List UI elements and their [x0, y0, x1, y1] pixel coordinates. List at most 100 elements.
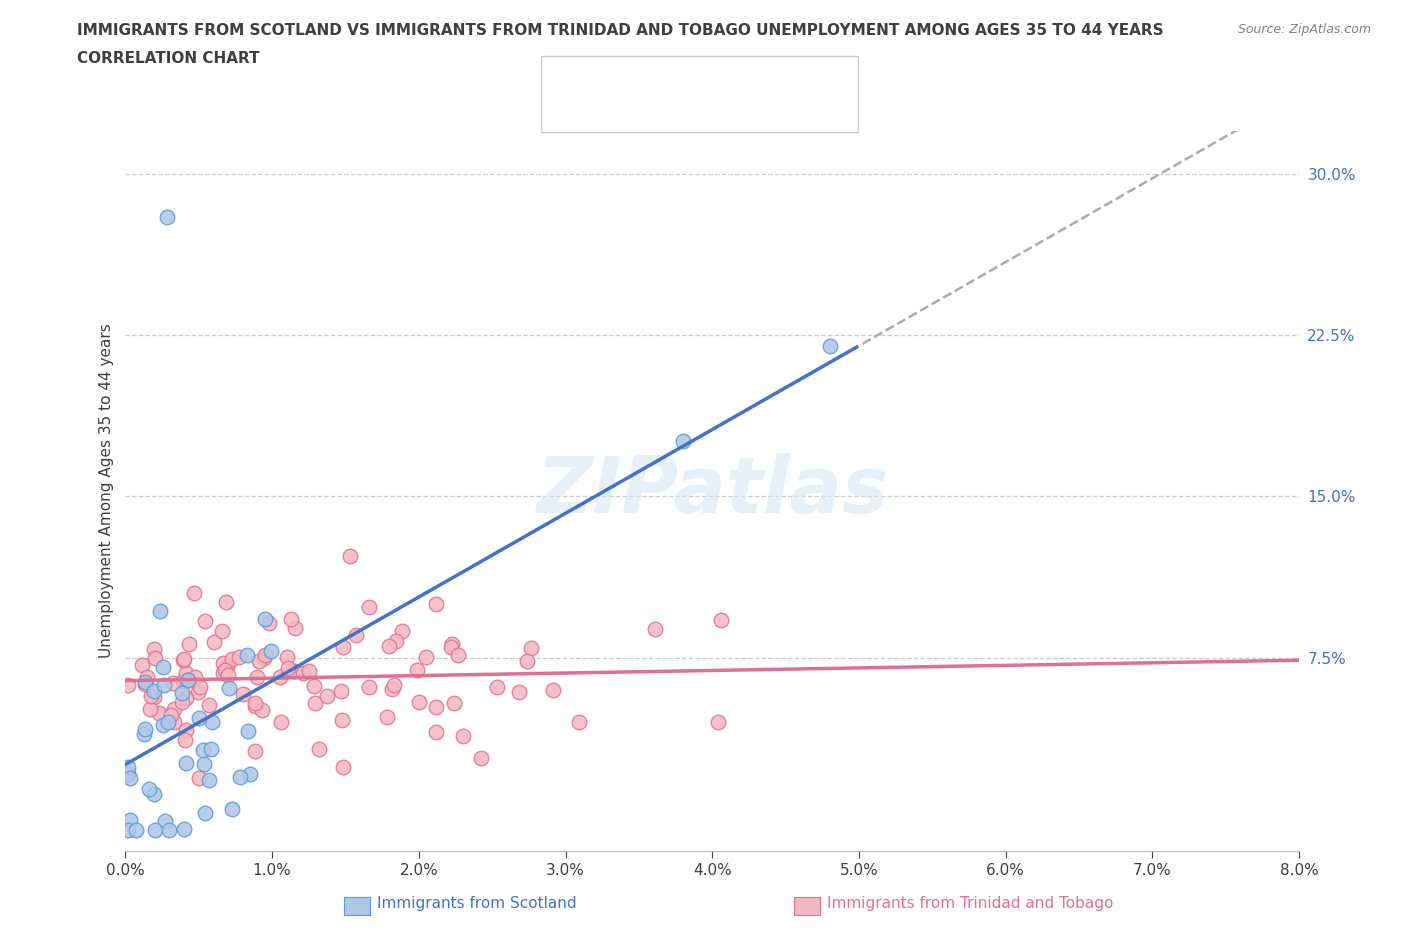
Point	[520, 641, 543, 656]
Point	[159, 708, 181, 723]
Point	[451, 728, 474, 743]
Text: ZIPatlas: ZIPatlas	[536, 453, 889, 529]
Point	[239, 767, 262, 782]
Point	[644, 621, 666, 636]
Point	[298, 663, 321, 678]
Point	[485, 679, 508, 694]
Point	[217, 668, 239, 683]
Point	[253, 612, 276, 627]
Point	[243, 696, 266, 711]
Point	[148, 706, 170, 721]
Point	[162, 675, 184, 690]
Point	[177, 636, 200, 651]
Point	[236, 724, 259, 738]
Point	[707, 714, 730, 729]
Point	[163, 714, 186, 729]
Point	[447, 647, 470, 662]
Point	[142, 684, 165, 698]
Point	[221, 802, 243, 817]
Point	[202, 635, 225, 650]
Point	[415, 649, 437, 664]
Point	[173, 822, 195, 837]
Point	[194, 614, 217, 629]
Point	[194, 805, 217, 820]
Point	[270, 714, 292, 729]
Point	[257, 616, 280, 631]
Point	[173, 651, 195, 666]
Point	[201, 715, 224, 730]
Point	[228, 650, 250, 665]
Text: IMMIGRANTS FROM SCOTLAND VS IMMIGRANTS FROM TRINIDAD AND TOBAGO UNEMPLOYMENT AMO: IMMIGRANTS FROM SCOTLAND VS IMMIGRANTS F…	[77, 23, 1164, 38]
Point	[191, 743, 214, 758]
Text: Source: ZipAtlas.com: Source: ZipAtlas.com	[1237, 23, 1371, 36]
Point	[198, 698, 221, 712]
Point	[215, 594, 238, 609]
Point	[153, 814, 176, 829]
Point	[254, 647, 277, 662]
Point	[217, 659, 239, 674]
Point	[357, 599, 380, 614]
Point	[247, 654, 270, 669]
Point	[152, 678, 174, 693]
Point	[187, 770, 209, 785]
Point	[243, 698, 266, 713]
Point	[443, 696, 465, 711]
Point	[143, 822, 166, 837]
Point	[187, 684, 209, 699]
Point	[332, 760, 354, 775]
Point	[183, 586, 205, 601]
Point	[174, 756, 197, 771]
Text: N =: N =	[672, 104, 724, 122]
Point	[221, 651, 243, 666]
Point	[159, 822, 181, 837]
Point	[177, 672, 200, 687]
Point	[170, 686, 193, 701]
Point	[425, 700, 447, 715]
Text: 0.575: 0.575	[619, 74, 671, 92]
Point	[818, 339, 841, 353]
Point	[211, 666, 233, 681]
Point	[138, 781, 160, 796]
Text: Immigrants from Scotland: Immigrants from Scotland	[377, 897, 576, 911]
Point	[198, 773, 221, 788]
Point	[269, 670, 291, 684]
Point	[250, 702, 273, 717]
Point	[131, 658, 153, 673]
Point	[134, 676, 156, 691]
Point	[260, 644, 283, 658]
Point	[541, 683, 564, 698]
Point	[143, 786, 166, 801]
Point	[246, 670, 269, 684]
Point	[117, 767, 139, 782]
Point	[143, 651, 166, 666]
Point	[174, 733, 197, 748]
Point	[120, 813, 142, 828]
Point	[152, 660, 174, 675]
Point	[508, 684, 530, 699]
Point	[187, 711, 209, 725]
Point	[212, 655, 235, 670]
Point	[149, 604, 172, 618]
Point	[188, 680, 211, 695]
Point	[200, 741, 222, 756]
Point	[672, 433, 695, 448]
Point	[384, 633, 406, 648]
Point	[375, 710, 398, 724]
Point	[152, 717, 174, 732]
Point	[134, 721, 156, 736]
Text: CORRELATION CHART: CORRELATION CHART	[77, 51, 260, 66]
Point	[193, 756, 215, 771]
Point	[118, 771, 141, 786]
Point	[143, 689, 166, 704]
Point	[136, 670, 159, 684]
Point	[408, 695, 430, 710]
Text: 99: 99	[717, 104, 741, 122]
Text: R =: R =	[588, 104, 624, 122]
Point	[172, 653, 194, 668]
Point	[177, 672, 200, 687]
Point	[425, 724, 447, 739]
Point	[277, 660, 299, 675]
Text: Immigrants from Trinidad and Tobago: Immigrants from Trinidad and Tobago	[827, 897, 1114, 911]
Point	[284, 621, 307, 636]
Point	[163, 702, 186, 717]
